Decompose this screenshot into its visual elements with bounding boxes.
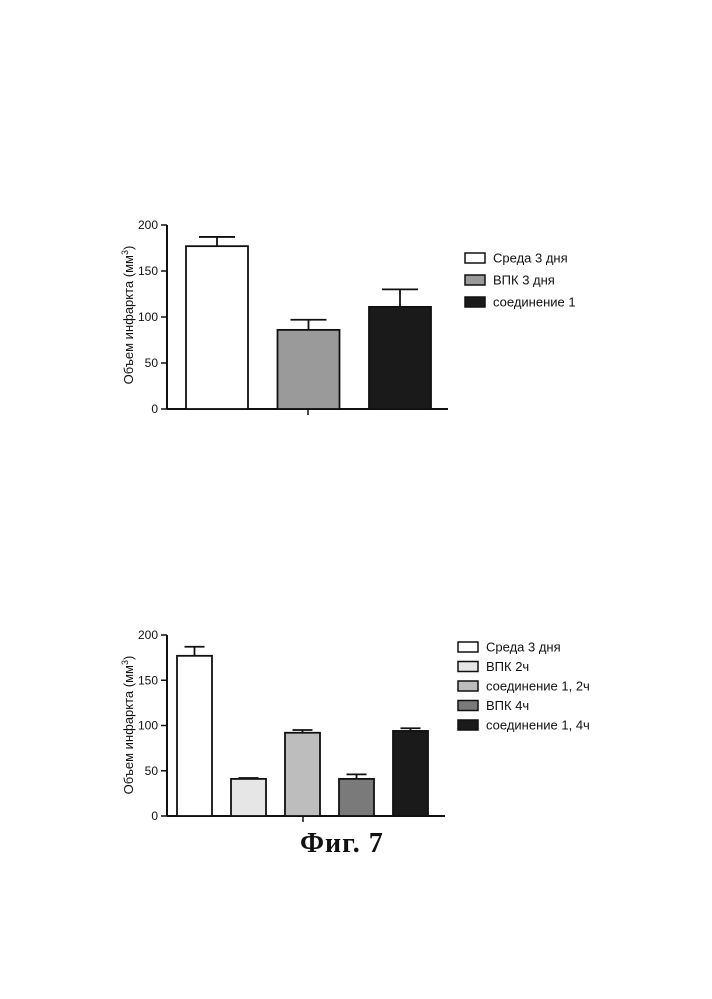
bar-2 <box>278 330 340 409</box>
y-label-close: ) <box>121 246 136 250</box>
bar-3 <box>285 733 320 816</box>
y-tick-label: 100 <box>138 719 158 733</box>
y-label-close: ) <box>121 656 136 660</box>
legend-swatch-5 <box>458 720 478 730</box>
plot-area: 0 50 100 150 200 <box>138 218 448 416</box>
y-tick-label: 50 <box>145 356 159 370</box>
legend-label-1: Среда 3 дня <box>486 640 561 655</box>
legend-label-5: соединение 1, 4ч <box>486 718 590 733</box>
bar-2 <box>231 779 266 816</box>
bar-1 <box>186 246 248 409</box>
y-tick-label: 50 <box>145 764 159 778</box>
figure-caption: Фиг. 7 <box>300 828 384 860</box>
y-axis-label: Объем инфаркта (мм3) <box>120 246 136 385</box>
y-tick-label: 100 <box>138 310 158 324</box>
legend-swatch-2 <box>465 275 485 285</box>
legend-label-3: соединение 1, 2ч <box>486 679 590 694</box>
legend-swatch-4 <box>458 701 478 711</box>
y-label-text: Объем инфаркта (мм <box>121 665 136 794</box>
legend-swatch-3 <box>465 297 485 307</box>
y-tick-label: 0 <box>151 402 158 416</box>
y-tick-label: 0 <box>151 809 158 823</box>
legend-swatch-2 <box>458 662 478 672</box>
legend-label-2: ВПК 2ч <box>486 659 529 674</box>
legend-label-2: ВПК 3 дня <box>493 273 555 288</box>
bar-4 <box>339 779 374 816</box>
bar-3 <box>369 307 431 409</box>
y-tick-label: 200 <box>138 218 158 232</box>
bar-5 <box>393 731 428 816</box>
legend-swatch-3 <box>458 681 478 691</box>
legend: Среда 3 дня ВПК 3 дня соединение 1 <box>465 251 576 310</box>
legend-swatch-1 <box>458 642 478 652</box>
legend: Среда 3 дня ВПК 2ч соединение 1, 2ч ВПК 4ч с… <box>458 640 590 733</box>
legend-label-4: ВПК 4ч <box>486 698 529 713</box>
bar-1 <box>177 656 212 816</box>
y-tick-label: 150 <box>138 673 158 687</box>
y-tick-label: 200 <box>138 628 158 642</box>
chart-infarct-volume-time-points: 0 50 100 150 200 Среда 3 дня ВПК 2ч соединение… <box>0 620 712 850</box>
legend-label-1: Среда 3 дня <box>493 251 568 266</box>
legend-label-3: соединение 1 <box>493 295 576 310</box>
y-label-text: Объем инфаркта (мм <box>121 255 136 384</box>
patent-figure-page: 0 50 100 150 200 Среда 3 дня ВПК 3 дня соедине… <box>0 0 712 999</box>
legend-swatch-1 <box>465 253 485 263</box>
y-axis-label: Объем инфаркта (мм3) <box>120 656 136 795</box>
chart-infarct-volume-3-days: 0 50 100 150 200 Среда 3 дня ВПК 3 дня соедине… <box>0 200 712 640</box>
y-tick-label: 150 <box>138 264 158 278</box>
plot-area: 0 50 100 150 200 <box>138 628 445 823</box>
